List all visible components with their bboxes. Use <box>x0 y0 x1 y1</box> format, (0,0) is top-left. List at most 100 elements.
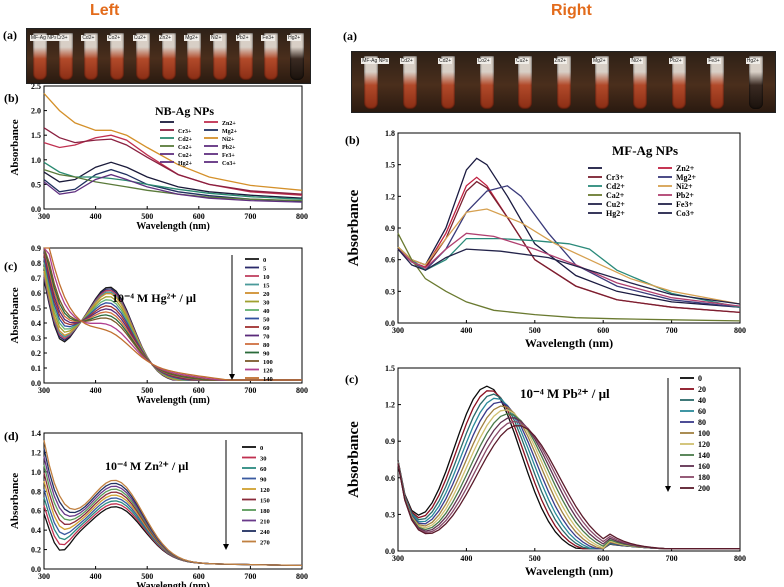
x-tick-label: 800 <box>734 326 746 335</box>
x-tick-label: 700 <box>244 572 256 581</box>
series-line <box>397 248 741 305</box>
trend-arrowhead <box>223 544 229 550</box>
legend-label: 80 <box>698 418 706 427</box>
legend-label: 270 <box>260 540 270 547</box>
y-tick-label: 0.0 <box>31 379 41 388</box>
trend-arrowhead <box>665 486 671 492</box>
vial <box>364 56 379 109</box>
x-tick-label: 600 <box>597 554 609 563</box>
y-tick-label: 1.2 <box>385 401 395 410</box>
series-line <box>43 92 303 191</box>
y-axis-label: Absorbance <box>9 473 21 529</box>
chart-annotation: NB-Ag NPs <box>155 104 214 118</box>
legend-label: Cd2+ <box>178 137 193 143</box>
x-tick-label: 300 <box>392 554 404 563</box>
y-tick-label: 0.9 <box>31 244 41 253</box>
series-line <box>43 168 303 202</box>
vial-label: Pb2+ <box>668 58 683 64</box>
x-tick-label: 600 <box>193 212 205 221</box>
vial <box>110 33 125 80</box>
legend-label: Co3+ <box>676 209 695 218</box>
y-tick-label: 0.0 <box>31 205 41 214</box>
legend-label: Cr3+ <box>606 173 624 182</box>
y-tick-label: 0.6 <box>31 507 41 516</box>
x-tick-label: 400 <box>90 386 102 395</box>
x-tick-label: 300 <box>38 572 50 581</box>
y-tick-label: 0.0 <box>385 547 395 556</box>
x-tick-label: 600 <box>193 572 205 581</box>
left-header: Left <box>90 2 120 19</box>
legend-label: Zn2+ <box>222 121 236 127</box>
x-tick-label: 500 <box>141 386 153 395</box>
legend-label: Hg2+ <box>178 161 193 167</box>
series-line <box>397 232 741 307</box>
y-tick-label: 1.0 <box>31 156 41 165</box>
y-tick-label: 2.0 <box>31 107 41 116</box>
y-tick-label: 1.2 <box>385 192 395 201</box>
legend-label: 90 <box>263 351 270 358</box>
y-tick-label: 1.5 <box>385 161 395 170</box>
y-tick-label: 0.8 <box>31 487 41 496</box>
y-axis-label: Absorbance <box>9 119 21 175</box>
y-tick-label: 0.9 <box>385 437 395 446</box>
y-tick-label: 1.8 <box>385 129 395 138</box>
y-tick-label: 1.5 <box>385 364 395 373</box>
series-line <box>43 173 303 203</box>
right-header: Right <box>551 2 592 19</box>
legend-label: 50 <box>263 317 270 324</box>
legend-label: 140 <box>698 451 710 460</box>
vial <box>135 33 150 80</box>
y-axis-label: Absorbance <box>346 189 362 266</box>
vial-label: Fe3+ <box>707 58 721 64</box>
legend-label: 120 <box>263 368 273 375</box>
legend-label: 10 <box>263 274 270 281</box>
legend-label: 160 <box>698 462 710 471</box>
chart-annotation: 10⁻⁴ M Hg²⁺ / µl <box>112 291 197 305</box>
legend-label: Mg2+ <box>222 129 238 135</box>
legend-label: 5 <box>263 266 267 273</box>
x-tick-label: 700 <box>244 386 256 395</box>
legend-label: Cd2+ <box>606 182 625 191</box>
vial-label: MF-Ag NPs <box>29 35 58 41</box>
x-tick-label: 600 <box>597 326 609 335</box>
legend-label: 150 <box>260 498 270 505</box>
chart-annotation: 10⁻⁴ M Pb²⁺ / µl <box>520 386 610 401</box>
vial-label: MF-Ag NPs <box>361 58 390 64</box>
legend-label: Hg2+ <box>606 209 625 218</box>
legend-label: Co3+ <box>222 161 236 167</box>
vial <box>402 56 417 109</box>
y-tick-label: 0.0 <box>31 565 41 574</box>
vial-label: Cd2+ <box>399 58 414 64</box>
legend-label: 210 <box>260 519 270 526</box>
y-tick-label: 1.0 <box>31 468 41 477</box>
legend-label: 100 <box>263 359 273 366</box>
x-tick-label: 800 <box>296 572 308 581</box>
legend-label: 180 <box>260 508 270 515</box>
y-tick-label: 0.5 <box>31 304 41 313</box>
legend-label: 120 <box>260 487 270 494</box>
vial-label: Hg2+ <box>287 35 302 41</box>
legend-label: 90 <box>260 477 267 484</box>
legend-label: Pb2+ <box>222 145 236 151</box>
x-tick-label: 500 <box>529 554 541 563</box>
photo-left-letter: (a) <box>3 28 17 42</box>
series-line <box>397 397 740 550</box>
vial-label: Cr3+ <box>55 35 69 41</box>
legend-label: Co2+ <box>178 145 192 151</box>
series-line <box>397 401 740 550</box>
y-tick-label: 1.2 <box>31 448 41 457</box>
legend-label: 140 <box>263 376 273 383</box>
x-axis-label: Wavelength (nm) <box>136 581 210 587</box>
y-tick-label: 2.5 <box>31 82 41 91</box>
y-tick-label: 0.3 <box>385 510 395 519</box>
vial-label: Zn2+ <box>158 35 173 41</box>
y-tick-label: 0.7 <box>31 274 41 283</box>
vial <box>238 33 253 80</box>
x-tick-label: 400 <box>90 572 102 581</box>
series-line <box>43 161 303 199</box>
series-line <box>43 440 302 567</box>
x-tick-label: 700 <box>666 554 678 563</box>
vial <box>32 33 47 80</box>
legend-label: Pb2+ <box>676 191 694 200</box>
